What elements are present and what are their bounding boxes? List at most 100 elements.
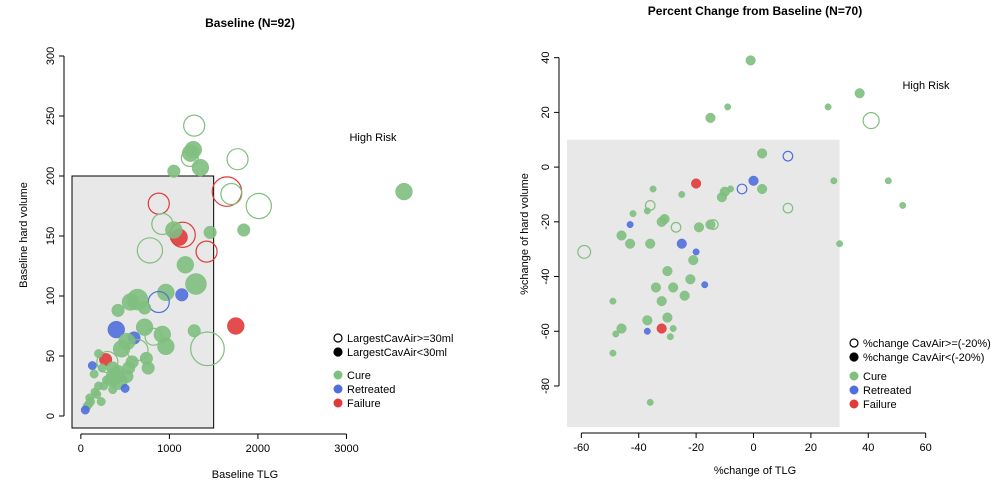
data-point-cure	[656, 216, 667, 227]
x-tick-label: -20	[688, 442, 704, 454]
x-tick-label: -60	[573, 442, 589, 454]
legend-color: Cure Retreated Failure	[849, 371, 911, 411]
data-point-cure	[757, 148, 768, 159]
legend-color-label: Retreated	[863, 385, 911, 397]
data-point-cure	[705, 112, 716, 123]
legend-shape-label: %change CavAir<(-20%)	[863, 352, 984, 364]
data-point-retreated	[676, 238, 687, 249]
data-point-failure	[656, 323, 667, 334]
data-point-cure	[688, 255, 699, 266]
data-point-cure	[165, 221, 183, 239]
x-axis-label: Baseline TLG	[212, 469, 278, 481]
y-tick-label: -20	[540, 214, 552, 230]
data-point-retreated	[701, 281, 709, 289]
data-point-cure	[705, 219, 716, 230]
percent-change-chart-panel: Percent Change from Baseline (N=70) -60 -…	[519, 4, 991, 477]
x-tick-label: 60	[920, 442, 932, 454]
legend-filled-marker	[333, 347, 343, 357]
data-point-cure	[97, 363, 107, 373]
data-point-cure	[625, 238, 636, 249]
data-point-cure	[191, 158, 210, 177]
data-point-cure	[609, 349, 617, 357]
chart-title: Percent Change from Baseline (N=70)	[648, 4, 862, 18]
data-point-cure	[183, 114, 206, 137]
data-point-cure	[629, 210, 637, 218]
legend-shape-label: LargestCavAir>=30ml	[347, 333, 453, 345]
high-risk-annotation: High Risk	[902, 80, 950, 92]
data-point-cure	[612, 330, 620, 338]
y-tick-label: 100	[45, 287, 57, 305]
data-point-retreated	[120, 383, 130, 393]
data-point-cure	[685, 274, 696, 285]
legend-open-marker	[849, 338, 859, 348]
data-point-retreated	[626, 221, 634, 229]
data-point-cure	[646, 398, 654, 406]
data-point-cure	[141, 361, 155, 375]
data-point-cure	[90, 387, 100, 397]
data-point-cure	[157, 283, 175, 302]
y-tick-label: 200	[45, 167, 57, 185]
chart-title: Baseline (N=92)	[205, 16, 295, 30]
data-point-failure	[691, 178, 702, 189]
data-point-cure	[144, 327, 163, 346]
y-tick-label: 150	[45, 227, 57, 245]
data-point-cure	[854, 88, 865, 99]
legend-color-label: Failure	[347, 398, 381, 410]
data-point-cure	[830, 177, 838, 185]
data-point-cure	[577, 244, 592, 259]
x-tick-label: 0	[750, 442, 756, 454]
legend-color-label: Cure	[863, 371, 887, 383]
data-point-cure	[824, 103, 832, 111]
data-point-failure	[227, 317, 245, 335]
data-point-cure	[96, 397, 106, 407]
y-tick-label: -80	[540, 378, 552, 394]
data-point-retreated	[782, 150, 794, 162]
data-point-retreated	[692, 248, 700, 256]
data-point-cure	[668, 282, 679, 293]
data-point-retreated	[643, 327, 651, 335]
y-tick-label: 250	[45, 107, 57, 125]
legend-filled-marker	[849, 352, 859, 362]
data-point-cure	[111, 303, 125, 317]
data-point-cure	[94, 349, 104, 359]
x-tick-label: 2000	[246, 443, 270, 455]
data-point-cure	[645, 238, 656, 249]
data-point-cure	[656, 296, 667, 307]
y-tick-label: 300	[45, 47, 57, 65]
data-point-cure	[642, 315, 653, 326]
data-point-retreated	[175, 288, 189, 302]
legend-shape-label: LargestCavAir<30ml	[347, 347, 447, 359]
data-point-cure	[245, 192, 273, 220]
legend-shape: LargestCavAir>=30ml LargestCavAir<30ml	[333, 333, 453, 359]
data-point-cure	[122, 361, 136, 375]
data-point-cure	[190, 331, 225, 367]
data-point-cure	[167, 164, 181, 178]
legend-color-marker	[333, 398, 343, 408]
data-point-cure	[643, 207, 651, 215]
y-tick-label: 50	[45, 350, 57, 362]
data-point-cure	[662, 312, 673, 323]
data-point-cure	[782, 202, 794, 214]
y-tick-label: -40	[540, 269, 552, 285]
data-point-cure	[662, 266, 673, 277]
legend-color-marker	[333, 384, 343, 394]
y-axis-label: Baseline hard volume	[18, 182, 30, 288]
data-point-cure	[176, 256, 194, 274]
data-point-cure	[862, 111, 880, 130]
data-point-cure	[112, 340, 131, 358]
legend-color-label: Retreated	[347, 384, 395, 396]
data-point-cure	[220, 182, 243, 206]
data-point-retreated	[147, 290, 170, 314]
data-point-cure	[121, 293, 140, 311]
legend-color: Cure Retreated Failure	[333, 370, 395, 410]
data-point-cure	[666, 333, 674, 341]
data-point-cure	[616, 323, 627, 334]
legend-color-label: Failure	[863, 399, 897, 411]
data-point-cure	[89, 369, 99, 379]
data-point-retreated	[748, 175, 759, 186]
data-point-cure	[136, 237, 164, 264]
data-point-cure	[650, 282, 661, 293]
data-point-cure	[707, 219, 719, 230]
data-point-failure	[211, 176, 243, 207]
